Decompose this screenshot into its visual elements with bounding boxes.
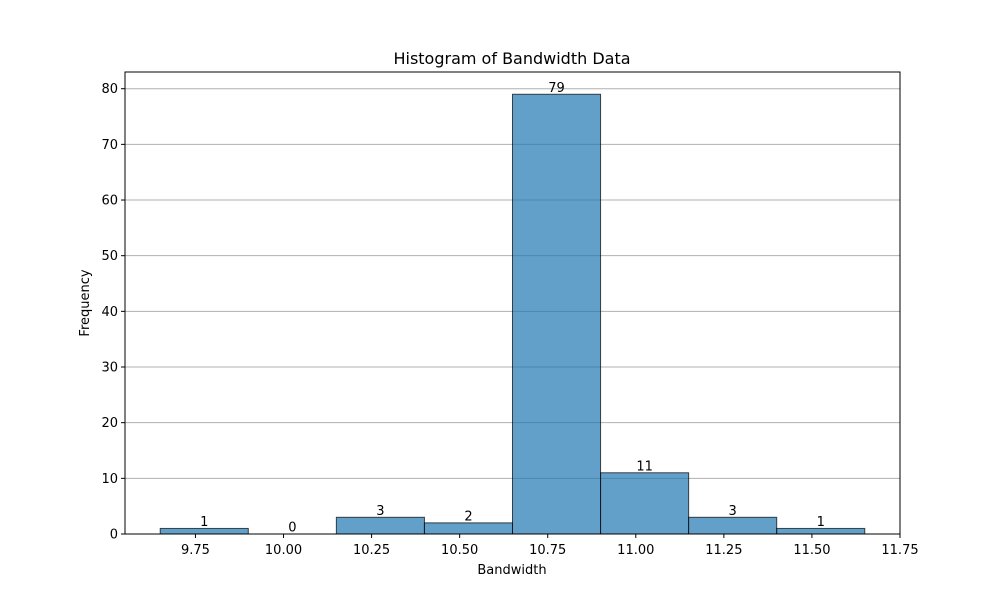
y-tick-label: 50: [101, 249, 118, 264]
histogram-bar: [423, 522, 514, 535]
y-tick-label: 40: [101, 305, 118, 320]
bar-value-label: 11: [636, 459, 653, 474]
histogram-bar: [600, 472, 690, 535]
y-axis-ticks: 0 10 20 30 40 50 60 70 80: [101, 82, 125, 543]
histogram-bar: [688, 516, 778, 535]
data-labels-layer: 1 0 3 2 79 11 3 1: [200, 81, 825, 536]
bar-value-label: 1: [200, 515, 208, 530]
x-tick-label: 9.75: [181, 543, 210, 558]
x-tick-label: 11.25: [705, 543, 742, 558]
bar-value-label: 79: [548, 81, 565, 96]
y-tick-label: 60: [101, 194, 118, 209]
x-tick-label: 11.50: [793, 543, 830, 558]
plot-frame: [124, 71, 901, 535]
y-tick-label: 70: [101, 138, 118, 153]
bar-value-label: 3: [376, 504, 384, 519]
x-tick-label: 11.75: [881, 543, 918, 558]
x-tick-label: 10.00: [265, 543, 302, 558]
y-tick-label: 0: [110, 528, 118, 543]
bar-value-label: 2: [464, 509, 472, 524]
x-axis-ticks: 9.75 10.00 10.25 10.50 10.75 11.00 11.25 11.50 1…: [181, 534, 919, 558]
y-tick-label: 10: [101, 472, 118, 487]
chart-title: Histogram of Bandwidth Data: [393, 49, 630, 68]
bar-value-label: 0: [288, 521, 296, 536]
bar-value-label: 3: [729, 504, 737, 519]
bars-layer: [159, 93, 866, 535]
x-tick-label: 10.50: [441, 543, 478, 558]
bar-value-label: 1: [817, 515, 825, 530]
y-tick-label: 30: [101, 361, 118, 376]
x-tick-label: 10.25: [353, 543, 390, 558]
y-axis-label: Frequency: [78, 269, 93, 336]
x-axis-label: Bandwidth: [477, 563, 546, 578]
y-tick-label: 20: [101, 416, 118, 431]
x-tick-label: 11.00: [617, 543, 654, 558]
histogram-bar: [335, 516, 425, 535]
x-tick-label: 10.75: [529, 543, 566, 558]
y-tick-label: 80: [101, 82, 118, 97]
histogram-bar: [512, 93, 602, 535]
